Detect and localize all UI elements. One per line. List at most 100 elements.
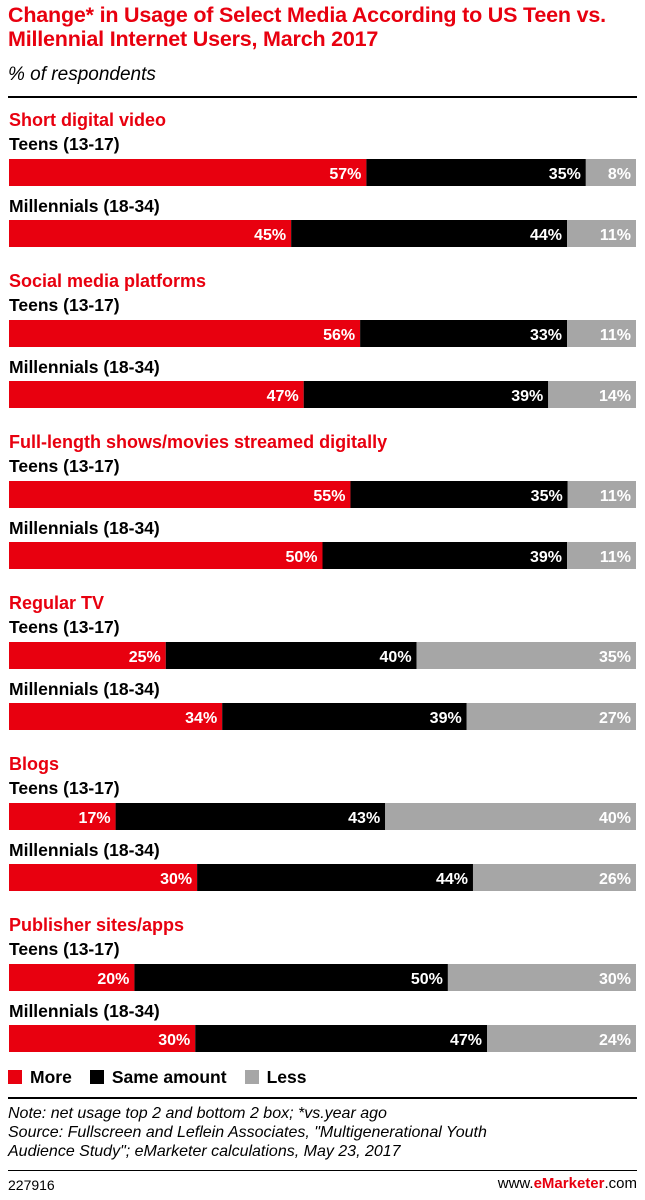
data-label-short-digital-video-teens-same-amount: 35% — [549, 166, 581, 183]
group-label-social-media-platforms-millennials: Millennials (18-34) — [9, 357, 160, 377]
legend-item-less: Less — [244, 1066, 307, 1088]
group-label-short-digital-video-millennials: Millennials (18-34) — [9, 196, 160, 216]
site-suffix: .com — [604, 1175, 637, 1192]
chart-title: Change* in Usage of Select Media Accordi… — [8, 3, 606, 51]
bar-segment-blogs-millennials-less — [472, 864, 636, 891]
data-label-full-length-shows-movies-streamed-digitally-millennials-more: 50% — [285, 549, 317, 566]
bar-segment-short-digital-video-teens-same-amount — [366, 159, 586, 186]
bar-segment-full-length-shows-movies-streamed-digitally-millennials-same-amount — [322, 542, 568, 569]
bar-segment-short-digital-video-millennials-more — [9, 220, 292, 247]
legend-item-more: More — [8, 1067, 72, 1088]
data-label-social-media-platforms-millennials-less: 14% — [599, 388, 631, 405]
legend-swatch-same-amount — [89, 1070, 104, 1084]
note-rule — [8, 1097, 637, 1099]
site-brand: eMarketer — [533, 1175, 605, 1192]
bar-segment-publisher-sites-apps-millennials-same-amount — [195, 1025, 488, 1052]
bar-segment-regular-tv-teens-same-amount — [165, 642, 417, 669]
bar-segment-regular-tv-millennials-same-amount — [222, 703, 467, 730]
data-label-short-digital-video-teens-less: 8% — [608, 166, 631, 183]
bar-segment-short-digital-video-millennials-less — [567, 220, 636, 247]
category-title-publisher-sites-apps: Publisher sites/apps — [9, 915, 184, 935]
bar-segment-publisher-sites-apps-teens-more — [9, 964, 135, 991]
group-label-full-length-shows-movies-streamed-digitally-teens: Teens (13-17) — [9, 456, 120, 476]
bar-segment-regular-tv-teens-less — [416, 642, 636, 669]
bar-segment-blogs-millennials-same-amount — [197, 864, 473, 891]
group-label-publisher-sites-apps-teens: Teens (13-17) — [9, 939, 120, 959]
data-label-blogs-millennials-same-amount: 44% — [436, 871, 468, 888]
site-link[interactable]: www.eMarketer.com — [498, 1175, 637, 1193]
source-line: Source: Fullscreen and Leflein Associate… — [8, 1124, 487, 1141]
data-label-short-digital-video-millennials-less: 11% — [600, 227, 631, 244]
bar-segment-regular-tv-teens-more — [9, 642, 166, 669]
bar-segment-social-media-platforms-teens-same-amount — [360, 320, 568, 347]
data-label-publisher-sites-apps-teens-less: 30% — [599, 971, 631, 988]
bar-segment-regular-tv-millennials-more — [9, 703, 223, 730]
source-note: Note: net usage top 2 and bottom 2 box; … — [8, 1104, 637, 1161]
data-label-blogs-millennials-less: 26% — [599, 871, 631, 888]
data-label-short-digital-video-millennials-same-amount: 44% — [530, 227, 562, 244]
data-label-publisher-sites-apps-millennials-same-amount: 47% — [450, 1032, 482, 1049]
group-label-regular-tv-millennials: Millennials (18-34) — [9, 679, 160, 699]
data-label-publisher-sites-apps-teens-more: 20% — [97, 971, 129, 988]
data-label-regular-tv-millennials-more: 34% — [185, 710, 217, 727]
legend-label-same-amount: Same amount — [111, 1066, 227, 1087]
data-label-social-media-platforms-teens-same-amount: 33% — [530, 327, 562, 344]
footer-rule — [8, 1170, 637, 1171]
bar-segment-full-length-shows-movies-streamed-digitally-millennials-more — [9, 542, 323, 569]
data-label-publisher-sites-apps-millennials-more: 30% — [158, 1032, 190, 1049]
chart-subtitle: % of respondents — [8, 64, 156, 85]
data-label-short-digital-video-teens-more: 57% — [329, 166, 361, 183]
data-label-social-media-platforms-teens-more: 56% — [323, 327, 355, 344]
bar-segment-social-media-platforms-teens-more — [9, 320, 361, 347]
group-label-social-media-platforms-teens: Teens (13-17) — [9, 295, 120, 315]
data-label-full-length-shows-movies-streamed-digitally-millennials-less: 11% — [600, 549, 631, 566]
category-title-regular-tv: Regular TV — [9, 593, 104, 613]
bar-segment-social-media-platforms-millennials-more — [9, 381, 304, 408]
group-label-regular-tv-teens: Teens (13-17) — [9, 617, 120, 637]
data-label-regular-tv-teens-same-amount: 40% — [380, 649, 412, 666]
bar-segment-blogs-millennials-more — [9, 864, 198, 891]
legend-label-less: Less — [266, 1066, 307, 1087]
data-label-full-length-shows-movies-streamed-digitally-teens-same-amount: 35% — [531, 488, 563, 505]
data-label-blogs-teens-less: 40% — [599, 810, 631, 827]
data-label-social-media-platforms-millennials-more: 47% — [267, 388, 299, 405]
data-label-publisher-sites-apps-millennials-less: 24% — [599, 1032, 631, 1049]
data-label-full-length-shows-movies-streamed-digitally-teens-less: 11% — [600, 488, 631, 505]
stacked-bar-chart: Short digital video Teens (13-17) 57% 35% 8%… — [9, 110, 636, 1052]
note-line: Note: net usage top 2 and bottom 2 box; … — [8, 1105, 387, 1122]
data-label-regular-tv-teens-less: 35% — [599, 649, 631, 666]
bar-segment-social-media-platforms-teens-less — [567, 320, 636, 347]
data-label-blogs-teens-more: 17% — [79, 810, 111, 827]
data-label-full-length-shows-movies-streamed-digitally-teens-more: 55% — [313, 488, 345, 505]
site-prefix: www. — [497, 1175, 534, 1192]
category-title-short-digital-video: Short digital video — [9, 110, 166, 130]
data-label-regular-tv-teens-more: 25% — [129, 649, 161, 666]
bar-segment-social-media-platforms-millennials-same-amount — [303, 381, 549, 408]
legend: More Same amount Less — [8, 1066, 306, 1088]
bar-segment-publisher-sites-apps-millennials-less — [487, 1025, 636, 1052]
data-label-social-media-platforms-teens-less: 11% — [600, 327, 631, 344]
source-line-continued: Audience Study"; eMarketer calculations,… — [8, 1143, 401, 1160]
category-title-blogs: Blogs — [9, 754, 59, 774]
bar-segment-short-digital-video-teens-more — [9, 159, 367, 186]
group-label-blogs-teens: Teens (13-17) — [9, 778, 120, 798]
bar-segment-regular-tv-millennials-less — [466, 703, 636, 730]
bar-segment-full-length-shows-movies-streamed-digitally-teens-more — [9, 481, 351, 508]
bar-segment-full-length-shows-movies-streamed-digitally-teens-same-amount — [350, 481, 568, 508]
bar-segment-publisher-sites-apps-millennials-more — [9, 1025, 196, 1052]
data-label-short-digital-video-millennials-more: 45% — [254, 227, 286, 244]
group-label-blogs-millennials: Millennials (18-34) — [9, 840, 160, 860]
legend-label-more: More — [30, 1066, 72, 1087]
data-label-regular-tv-millennials-less: 27% — [599, 710, 631, 727]
bar-segment-publisher-sites-apps-teens-less — [447, 964, 636, 991]
group-label-full-length-shows-movies-streamed-digitally-millennials: Millennials (18-34) — [9, 518, 160, 538]
data-label-regular-tv-millennials-same-amount: 39% — [430, 710, 462, 727]
data-label-social-media-platforms-millennials-same-amount: 39% — [511, 388, 543, 405]
bar-segment-full-length-shows-movies-streamed-digitally-millennials-less — [567, 542, 636, 569]
legend-swatch-more — [8, 1070, 22, 1084]
data-label-blogs-teens-same-amount: 43% — [348, 810, 380, 827]
bar-segment-blogs-teens-same-amount — [115, 803, 386, 830]
data-label-blogs-millennials-more: 30% — [160, 871, 192, 888]
chart-id: 227916 — [8, 1177, 55, 1193]
